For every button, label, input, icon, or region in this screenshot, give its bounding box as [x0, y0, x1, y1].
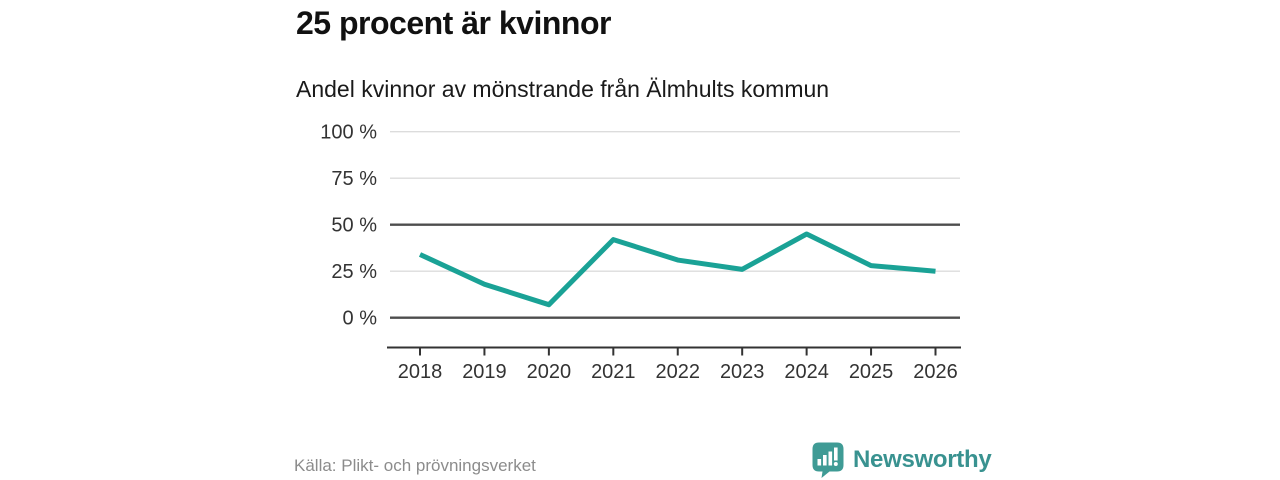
source-note: Källa: Plikt- och prövningsverket — [294, 456, 536, 475]
chart-title: 25 procent är kvinnor — [296, 5, 611, 41]
x-axis-label-2024: 2024 — [784, 361, 829, 383]
logo-bubble-shape — [812, 442, 844, 478]
x-axis-label-2025: 2025 — [849, 361, 894, 383]
newsworthy-logo-text: Newsworthy — [853, 446, 992, 473]
logo-exclamation-bar — [834, 447, 838, 461]
x-axis-label-2020: 2020 — [527, 361, 572, 383]
x-axis-label-2023: 2023 — [720, 361, 765, 383]
x-axis-label-2019: 2019 — [462, 361, 507, 383]
y-axis-label-50: 50 % — [331, 215, 377, 237]
newsworthy-logo: Newsworthy — [812, 442, 992, 478]
logo-bar-large — [828, 451, 833, 466]
y-axis-label-25: 25 % — [331, 261, 377, 283]
chart-subtitle: Andel kvinnor av mönstrande från Älmhult… — [296, 76, 830, 102]
data-line-andel-kvinnor-av-m-nstrande — [418, 231, 936, 308]
y-axis-label-75: 75 % — [331, 168, 377, 190]
y-axis-label-100: 100 % — [320, 122, 377, 144]
x-axis-label-2026: 2026 — [913, 361, 958, 383]
x-axis-label-2018: 2018 — [398, 361, 443, 383]
logo-bar-medium — [823, 455, 827, 466]
x-axis-label-2021: 2021 — [591, 361, 636, 383]
logo-exclamation-dot — [833, 462, 838, 466]
newsworthy-logo-icon — [812, 442, 844, 478]
logo-bar-small — [817, 459, 822, 466]
y-axis-label-0: 0 % — [343, 308, 378, 330]
x-axis-label-2022: 2022 — [656, 361, 701, 383]
